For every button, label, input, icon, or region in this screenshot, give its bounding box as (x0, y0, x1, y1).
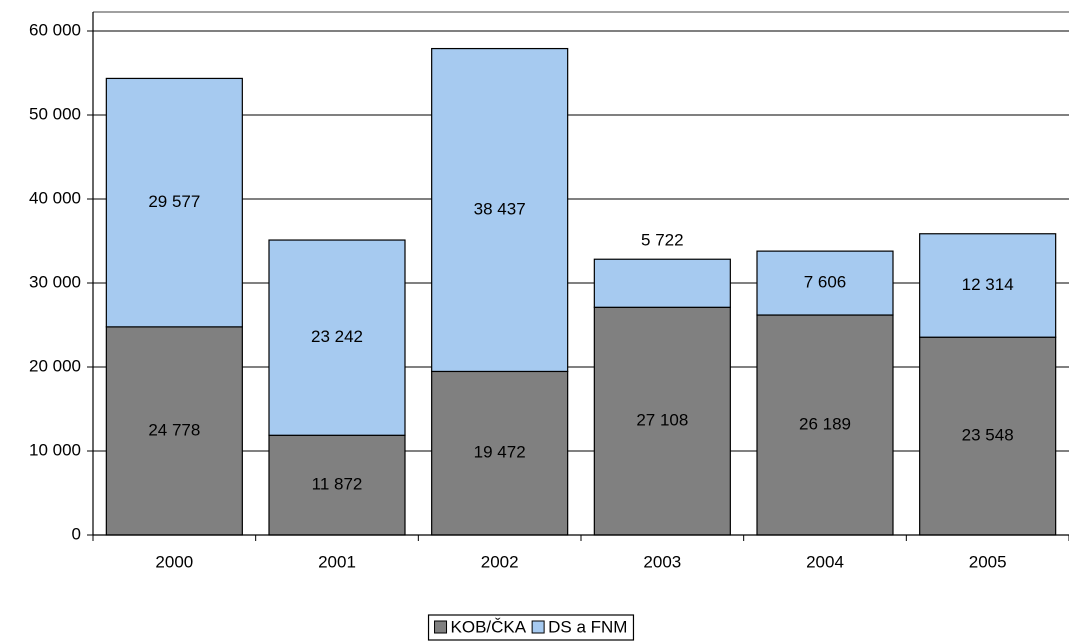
y-tick-label: 0 (72, 524, 81, 543)
y-tick-label: 60 000 (29, 20, 81, 39)
legend-box (427, 614, 635, 641)
y-tick-label: 30 000 (29, 272, 81, 291)
bar-segment (593, 258, 731, 308)
legend-label: DS a FNM (548, 617, 627, 636)
value-label: 5 722 (641, 231, 684, 250)
value-label: 27 108 (636, 411, 688, 430)
bar-segment (919, 336, 1057, 536)
x-tick-label: 2003 (643, 552, 681, 571)
bar-segment (756, 250, 894, 316)
bar-segment (105, 77, 243, 328)
bar-segment (756, 314, 894, 536)
bar-segment (105, 326, 243, 536)
bar-segment (431, 47, 569, 373)
value-label: 26 189 (799, 414, 851, 433)
y-tick-label: 10 000 (29, 440, 81, 459)
bar-segment (431, 370, 569, 536)
bar-segment (268, 239, 406, 436)
x-tick-label: 2000 (155, 552, 193, 571)
value-label: 38 437 (474, 199, 526, 218)
value-label: 24 778 (148, 420, 200, 439)
value-label: 11 872 (312, 475, 363, 494)
legend-swatch (531, 620, 545, 634)
x-tick-label: 2001 (318, 552, 356, 571)
y-tick-label: 50 000 (29, 104, 81, 123)
y-tick-label: 20 000 (29, 356, 81, 375)
value-label: 29 577 (148, 192, 200, 211)
x-tick-label: 2004 (806, 552, 844, 571)
y-tick-label: 40 000 (29, 188, 81, 207)
bar-segment (593, 306, 731, 536)
value-label: 23 548 (962, 426, 1014, 445)
value-label: 12 314 (962, 275, 1014, 294)
x-tick-label: 2002 (481, 552, 519, 571)
bar-segment (268, 434, 406, 536)
value-label: 19 472 (474, 443, 526, 462)
legend-label: KOB/ČKA (451, 617, 527, 636)
legend-swatch (434, 620, 448, 634)
x-tick-label: 2005 (969, 552, 1007, 571)
value-label: 7 606 (804, 273, 847, 292)
value-label: 23 242 (311, 327, 363, 346)
bar-segment (919, 233, 1057, 338)
